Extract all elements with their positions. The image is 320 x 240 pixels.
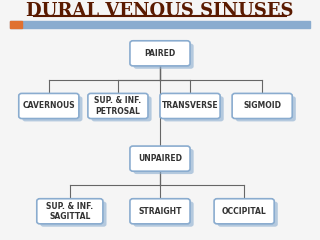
Text: CAVERNOUS: CAVERNOUS <box>22 102 75 110</box>
FancyBboxPatch shape <box>130 41 190 66</box>
Text: UNPAIRED: UNPAIRED <box>138 154 182 163</box>
FancyBboxPatch shape <box>37 199 103 224</box>
Text: TRANSVERSE: TRANSVERSE <box>162 102 218 110</box>
FancyBboxPatch shape <box>236 96 296 121</box>
Text: STRAIGHT: STRAIGHT <box>138 207 182 216</box>
FancyBboxPatch shape <box>133 44 194 69</box>
FancyBboxPatch shape <box>40 202 107 227</box>
Text: SIGMOID: SIGMOID <box>243 102 281 110</box>
Bar <box>10 21 310 28</box>
FancyBboxPatch shape <box>19 93 79 119</box>
FancyBboxPatch shape <box>130 199 190 224</box>
Text: SUP. & INF.
PETROSAL: SUP. & INF. PETROSAL <box>94 96 141 116</box>
FancyBboxPatch shape <box>133 149 194 174</box>
Text: PAIRED: PAIRED <box>144 49 176 58</box>
FancyBboxPatch shape <box>218 202 278 227</box>
Bar <box>10 21 22 28</box>
FancyBboxPatch shape <box>22 96 83 121</box>
FancyBboxPatch shape <box>130 146 190 171</box>
FancyBboxPatch shape <box>133 202 194 227</box>
FancyBboxPatch shape <box>214 199 274 224</box>
FancyBboxPatch shape <box>88 93 148 119</box>
FancyBboxPatch shape <box>232 93 292 119</box>
FancyBboxPatch shape <box>164 96 224 121</box>
FancyBboxPatch shape <box>92 96 152 121</box>
Text: OCCIPITAL: OCCIPITAL <box>222 207 267 216</box>
Text: DURAL VENOUS SINUSES: DURAL VENOUS SINUSES <box>26 2 294 20</box>
Text: SUP. & INF.
SAGITTAL: SUP. & INF. SAGITTAL <box>46 202 93 221</box>
FancyBboxPatch shape <box>160 93 220 119</box>
